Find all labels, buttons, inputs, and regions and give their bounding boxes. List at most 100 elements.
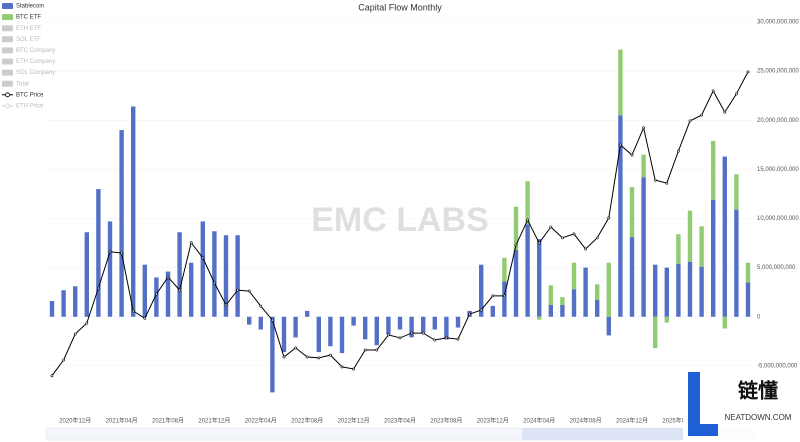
bar xyxy=(722,316,727,329)
price-point xyxy=(537,241,541,245)
bar xyxy=(525,181,530,225)
x-tick-label: 2023年08月 xyxy=(430,417,462,425)
bar xyxy=(49,301,55,317)
legend-item[interactable]: ETH Price xyxy=(2,103,44,109)
legend-swatch xyxy=(2,80,13,87)
price-point xyxy=(619,143,622,147)
bar xyxy=(363,316,368,340)
price-point xyxy=(189,241,193,245)
chart-title: Capital Flow Monthly xyxy=(358,2,442,12)
logo-mark xyxy=(688,372,718,436)
price-point xyxy=(97,286,100,290)
price-point xyxy=(561,236,564,240)
bar xyxy=(200,221,205,317)
bar xyxy=(734,174,739,210)
bar xyxy=(722,156,727,317)
bar xyxy=(107,221,113,317)
bar xyxy=(409,316,414,338)
legend-swatch xyxy=(2,58,13,65)
bar xyxy=(223,235,229,317)
legend-label: ETH Company xyxy=(16,59,55,65)
price-point xyxy=(607,216,611,220)
legend-item[interactable]: SOL ETF xyxy=(2,36,41,43)
plot-area: 30,000,000,000 25,000,000,000 20,000,000,0… xyxy=(46,20,799,425)
y-tick-label: -5,000,000,000 xyxy=(757,363,798,369)
zoom-slider[interactable] xyxy=(45,427,755,441)
x-tick-label: 2021年12月 xyxy=(198,417,230,425)
price-point xyxy=(711,89,715,93)
bar xyxy=(154,277,159,317)
x-tick-label: 2023年04月 xyxy=(384,417,416,425)
bar xyxy=(189,262,194,317)
bar xyxy=(676,234,681,264)
price-point xyxy=(352,367,356,371)
bar xyxy=(305,310,310,317)
price-point xyxy=(166,275,170,279)
legend-item[interactable]: Total xyxy=(2,80,29,88)
bar xyxy=(560,304,565,317)
x-tick-label: 2024年08月 xyxy=(570,417,602,425)
price-point xyxy=(259,304,263,308)
legend-swatch xyxy=(2,69,13,76)
bar xyxy=(711,140,716,200)
price-point xyxy=(549,225,553,229)
legend-item[interactable]: Stablecoin xyxy=(2,3,44,10)
bar xyxy=(537,239,542,317)
logo: 链懂 NEATDOWN.COM xyxy=(683,368,800,442)
legend-item[interactable]: BTC ETF xyxy=(2,14,41,21)
legend-swatch xyxy=(2,36,13,43)
bar xyxy=(711,199,716,317)
price-point xyxy=(328,353,332,357)
logo-site: NEATDOWN.COM xyxy=(725,413,792,422)
legend-swatch xyxy=(2,14,13,21)
bar xyxy=(339,316,345,354)
price-point xyxy=(665,181,669,185)
bar xyxy=(247,316,252,325)
bar xyxy=(571,289,577,317)
legend-item[interactable]: BTC Company xyxy=(2,47,55,54)
price-point xyxy=(154,292,158,296)
price-point xyxy=(677,149,680,153)
bar xyxy=(687,261,693,317)
price-point xyxy=(363,348,367,352)
bar xyxy=(629,187,635,238)
bar xyxy=(142,264,147,317)
price-point xyxy=(270,318,274,322)
bar xyxy=(177,232,182,317)
x-tick-label: 2022年08月 xyxy=(291,417,323,425)
bar xyxy=(641,177,646,317)
price-point xyxy=(236,288,240,292)
bar xyxy=(641,154,646,178)
bar xyxy=(421,316,426,333)
price-point xyxy=(386,333,390,337)
legend-item[interactable]: ETH ETF xyxy=(2,25,41,32)
bar xyxy=(386,316,391,335)
bar xyxy=(618,115,623,317)
bar xyxy=(432,316,437,330)
price-point xyxy=(479,308,483,312)
bar xyxy=(618,49,623,116)
price-point xyxy=(572,232,576,236)
price-point xyxy=(491,294,495,298)
bar xyxy=(119,130,124,317)
price-point xyxy=(143,316,147,320)
legend-item[interactable]: ETH Company xyxy=(2,58,55,66)
legend-item[interactable]: BTC Price xyxy=(2,92,44,98)
price-point xyxy=(375,348,379,352)
bar xyxy=(664,316,669,323)
bar xyxy=(131,106,136,317)
price-point xyxy=(247,289,251,293)
legend-label: Stablecoin xyxy=(16,4,44,10)
bar xyxy=(61,290,66,317)
bar xyxy=(745,282,751,317)
bar xyxy=(316,316,321,353)
bar xyxy=(664,267,669,317)
x-tick-label: 2025年04月 xyxy=(662,417,694,425)
bar xyxy=(165,271,171,317)
legend-item[interactable]: SOL Company xyxy=(2,69,55,77)
legend-swatch xyxy=(2,47,13,54)
legend-label: SOL ETF xyxy=(16,37,41,43)
bar xyxy=(479,264,484,317)
bar xyxy=(548,304,553,317)
